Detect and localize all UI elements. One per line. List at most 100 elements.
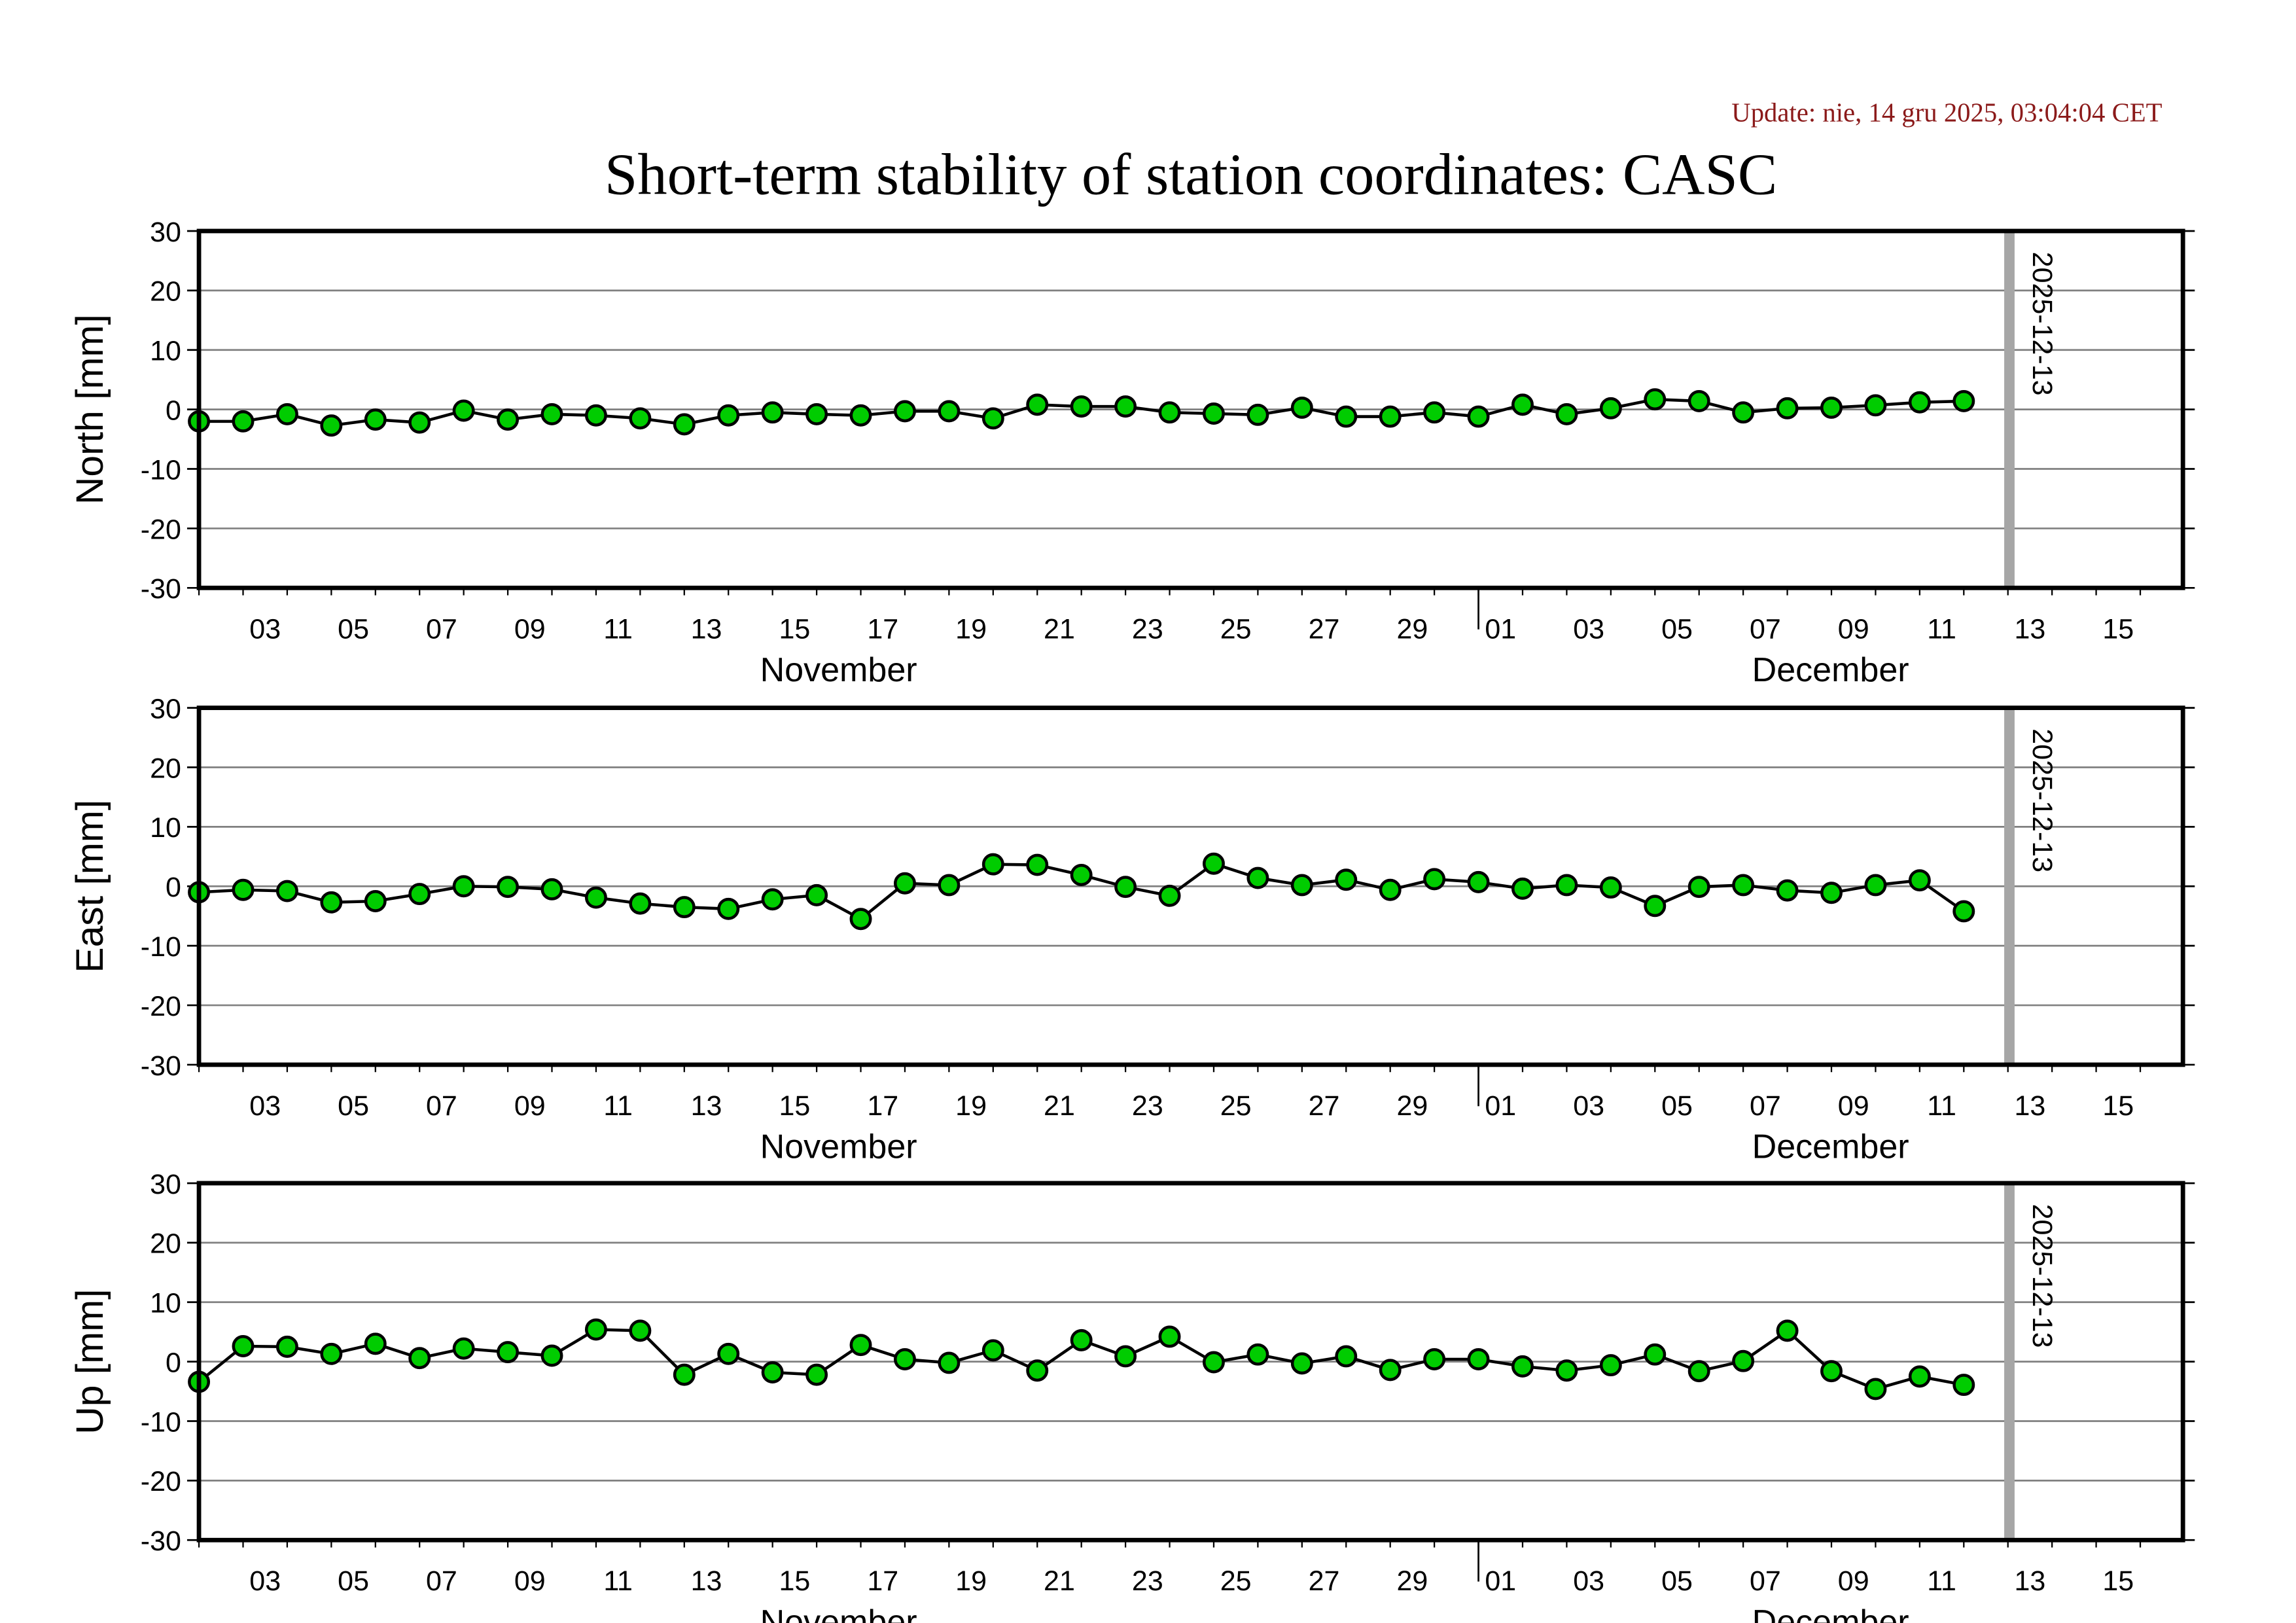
x-tick-label: 21: [1044, 613, 1075, 645]
data-point: [1202, 402, 1225, 425]
panel-up: 30 20 10 0 -10 -20 -30 Up [mm] 03 05 07 09 11 13 15 17 1…: [69, 1169, 2195, 1623]
x-tick-label: 13: [691, 613, 722, 645]
x-tick-label: 17: [867, 613, 898, 645]
x-tick-label: 23: [1132, 1090, 1163, 1122]
y-tick-label: 20: [150, 1228, 181, 1260]
data-point: [938, 400, 961, 423]
x-tick-label: 07: [426, 613, 457, 645]
data-point: [1335, 405, 1358, 428]
x-tick-label: 23: [1132, 613, 1163, 645]
x-tick-label: 15: [2102, 1090, 2134, 1122]
y-tick-label: 30: [150, 1169, 181, 1200]
x-tick-label: 21: [1044, 1090, 1075, 1122]
data-point: [1732, 1349, 1755, 1372]
data-point: [1687, 876, 1710, 899]
x-tick-label: 05: [1661, 1090, 1693, 1122]
y-axis-label: Up [mm]: [69, 1289, 111, 1434]
data-point: [408, 883, 431, 906]
x-tick-label: 05: [338, 1090, 369, 1122]
x-tick-label: 09: [1838, 1565, 1869, 1597]
y-tick-label: 10: [150, 812, 181, 844]
data-point: [1820, 396, 1843, 419]
y-tick-label: 0: [166, 872, 181, 903]
data-point: [761, 401, 784, 424]
y-tick-label: -10: [141, 931, 181, 963]
data-point: [629, 892, 652, 915]
data-point: [232, 1335, 255, 1357]
chart-title: Short-term stability of station coordina…: [605, 141, 1777, 207]
data-point: [849, 1334, 872, 1357]
x-tick-label: 15: [2102, 1565, 2134, 1597]
x-tick-label: 17: [867, 1565, 898, 1597]
x-tick-label: 27: [1309, 1565, 1340, 1597]
data-point: [497, 408, 520, 431]
data-point: [761, 888, 784, 911]
x-tick-label: 05: [1661, 613, 1693, 645]
x-tick-label: 11: [603, 1090, 633, 1122]
data-point: [320, 1342, 343, 1365]
data-point: [1158, 401, 1181, 424]
panel-north: 30 20 10 0 -10 -20 -30 North [mm] 03 05 07 09 11 13 15…: [69, 217, 2195, 689]
x-tick-label: 07: [426, 1565, 457, 1597]
data-point: [629, 1319, 652, 1342]
data-point: [1114, 1345, 1137, 1368]
data-point: [320, 891, 343, 914]
y-tick-label: 10: [150, 1288, 181, 1319]
data-point: [1246, 866, 1269, 889]
data-point: [1511, 393, 1534, 416]
data-point: [1511, 877, 1534, 900]
plot-frame: [196, 1181, 2185, 1543]
data-point: [1555, 1359, 1578, 1382]
current-date-label: 2025-12-13: [2026, 252, 2058, 396]
data-point: [1599, 1354, 1622, 1377]
data-point: [1952, 389, 1975, 412]
data-point: [1864, 394, 1887, 417]
data-point: [364, 408, 387, 431]
month-label-december: December: [1752, 651, 1909, 689]
data-point: [1687, 1360, 1710, 1383]
month-label-december: December: [1752, 1603, 1909, 1623]
x-tick-label: 07: [1750, 1090, 1781, 1122]
data-point: [1952, 1374, 1975, 1397]
data-point: [1026, 1359, 1049, 1382]
data-point: [629, 407, 652, 430]
x-tick-label: 09: [514, 1565, 546, 1597]
data-point: [584, 886, 607, 909]
x-tick-label: 15: [779, 1565, 810, 1597]
data-point: [981, 1339, 1004, 1362]
panel-east: 30 20 10 0 -10 -20 -30 East [mm] 03 05 07 09 11 13 15 1…: [69, 693, 2195, 1166]
data-point: [1290, 396, 1313, 419]
y-tick-label: 0: [166, 395, 181, 426]
data-point: [540, 878, 563, 901]
x-tick-label: 17: [867, 1090, 898, 1122]
data-point: [1467, 870, 1490, 893]
y-tick-label: -20: [141, 991, 181, 1022]
data-point: [717, 897, 740, 920]
data-point: [938, 874, 961, 897]
data-point: [364, 890, 387, 912]
data-point: [1026, 393, 1049, 416]
y-tick-label: -20: [141, 514, 181, 545]
data-point: [584, 1318, 607, 1341]
data-point: [1555, 874, 1578, 897]
x-tick-label: 19: [955, 1090, 987, 1122]
x-tick-label: 05: [338, 613, 369, 645]
y-tick-label: -10: [141, 454, 181, 486]
x-tick-label: 11: [1927, 1565, 1956, 1597]
data-point: [1246, 403, 1269, 426]
x-tick-label: 05: [338, 1565, 369, 1597]
x-tick-label: 27: [1309, 1090, 1340, 1122]
x-tick-label: 15: [779, 613, 810, 645]
update-timestamp: Update: nie, 14 gru 2025, 03:04:04 CET: [1731, 98, 2162, 128]
data-point: [1202, 852, 1225, 875]
data-point: [761, 1361, 784, 1383]
x-tick-label: 11: [1927, 613, 1956, 645]
data-point: [805, 402, 828, 425]
data-point: [717, 404, 740, 427]
x-tick-label: 29: [1396, 613, 1428, 645]
x-tick-label: 25: [1220, 1090, 1252, 1122]
data-point: [1644, 895, 1667, 918]
data-point: [893, 872, 916, 895]
data-point: [849, 908, 872, 931]
month-label-november: November: [760, 1603, 917, 1623]
